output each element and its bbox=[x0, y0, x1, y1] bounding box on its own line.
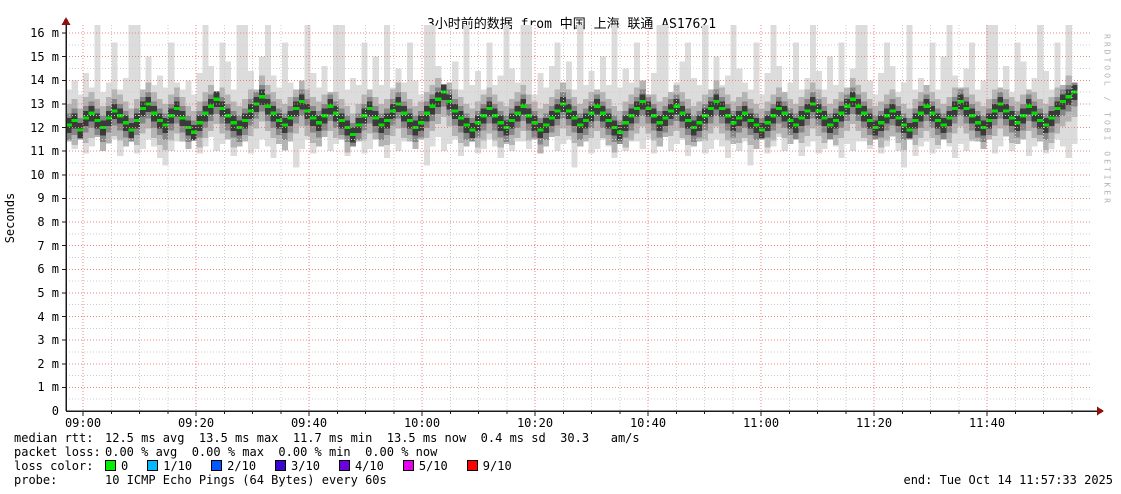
x-tick-label: 09:40 bbox=[290, 416, 328, 430]
end-timestamp: end: Tue Oct 14 11:57:33 2025 bbox=[903, 473, 1113, 487]
loss-color-swatch bbox=[211, 460, 223, 471]
y-tick-label: 3 m bbox=[37, 333, 59, 348]
x-tick-label: 11:00 bbox=[742, 416, 780, 430]
y-tick-label: 14 m bbox=[30, 73, 59, 88]
x-tick-label: 11:40 bbox=[968, 416, 1006, 430]
loss-color-swatch bbox=[338, 460, 350, 471]
probe-row: probe: 10 ICMP Echo Pings (64 Bytes) eve… bbox=[14, 473, 1113, 487]
loss-color-swatch bbox=[147, 460, 159, 471]
y-tick-label: 6 m bbox=[37, 262, 59, 277]
x-tick-label: 09:00 bbox=[64, 416, 102, 430]
median-rtt-label: median rtt: bbox=[14, 431, 101, 445]
y-tick-label: 8 m bbox=[37, 215, 59, 229]
loss-color-item-label: 1/10 bbox=[163, 459, 193, 473]
y-tick-label: 10 m bbox=[30, 167, 59, 182]
loss-color-swatch bbox=[275, 460, 287, 471]
loss-color-row: loss color: 0 1/10 2/10 3/10 4/10 5/10 9/10 bbox=[14, 459, 1113, 473]
probe-label: probe: bbox=[14, 473, 101, 487]
x-tick-label: 09:20 bbox=[177, 416, 215, 430]
smoke-plot bbox=[61, 17, 1104, 416]
loss-color-label: loss color: bbox=[14, 459, 101, 473]
legend-footer: median rtt: 12.5 ms avg 13.5 ms max 11.7… bbox=[14, 431, 1113, 487]
y-tick-label: 5 m bbox=[37, 285, 59, 300]
packet-loss-values: 0.00 % avg 0.00 % max 0.00 % min 0.00 % … bbox=[105, 445, 438, 459]
loss-color-item-label: 9/10 bbox=[482, 459, 512, 473]
y-tick-label: 1 m bbox=[37, 380, 59, 395]
loss-color-item: 2/10 bbox=[211, 459, 256, 473]
loss-color-item: 3/10 bbox=[275, 459, 320, 473]
loss-color-item-label: 2/10 bbox=[227, 459, 257, 473]
loss-color-item-label: 5/10 bbox=[418, 459, 448, 473]
loss-color-item: 1/10 bbox=[147, 459, 192, 473]
loss-color-item: 5/10 bbox=[402, 459, 448, 473]
y-tick-label: 2 m bbox=[37, 356, 59, 371]
packet-loss-row: packet loss: 0.00 % avg 0.00 % max 0.00 %… bbox=[14, 445, 1113, 459]
x-tick-label: 11:20 bbox=[855, 416, 893, 430]
loss-color-item: 0 bbox=[105, 459, 128, 473]
loss-color-item: 4/10 bbox=[338, 459, 384, 473]
x-tick-label: 10:40 bbox=[629, 416, 667, 430]
y-tick-label: 11 m bbox=[30, 144, 59, 159]
y-tick-label: 7 m bbox=[37, 238, 59, 253]
loss-color-swatch bbox=[466, 460, 478, 471]
loss-color-swatch bbox=[105, 460, 116, 471]
y-tick-label: 0 bbox=[51, 404, 59, 418]
probe-value: 10 ICMP Echo Pings (64 Bytes) every 60s bbox=[105, 473, 387, 487]
median-rtt-values: 12.5 ms avg 13.5 ms max 11.7 ms min 13.5… bbox=[105, 431, 640, 445]
y-tick-label: 12 m bbox=[30, 120, 59, 135]
x-tick-label: 10:00 bbox=[403, 416, 441, 430]
x-tick-label: 10:20 bbox=[516, 416, 554, 430]
y-tick-label: 9 m bbox=[37, 191, 59, 206]
loss-color-swatch bbox=[402, 460, 414, 471]
y-tick-label: 16 m bbox=[30, 26, 59, 40]
loss-color-item-label: 0 bbox=[121, 459, 129, 473]
y-tick-label: 13 m bbox=[30, 96, 59, 111]
loss-color-item-label: 4/10 bbox=[354, 459, 384, 473]
loss-color-item: 9/10 bbox=[466, 459, 512, 473]
y-tick-label: 15 m bbox=[30, 49, 59, 64]
loss-color-item-label: 3/10 bbox=[291, 459, 320, 473]
y-tick-label: 4 m bbox=[37, 309, 59, 324]
packet-loss-label: packet loss: bbox=[14, 445, 101, 459]
chart-area: 16 m 15 m 14 m 13 m 12 m 11 m 10 m 9 m 8 m 7 m 6 m… bbox=[30, 17, 1104, 430]
median-rtt-row: median rtt: 12.5 ms avg 13.5 ms max 11.7… bbox=[14, 431, 1113, 445]
